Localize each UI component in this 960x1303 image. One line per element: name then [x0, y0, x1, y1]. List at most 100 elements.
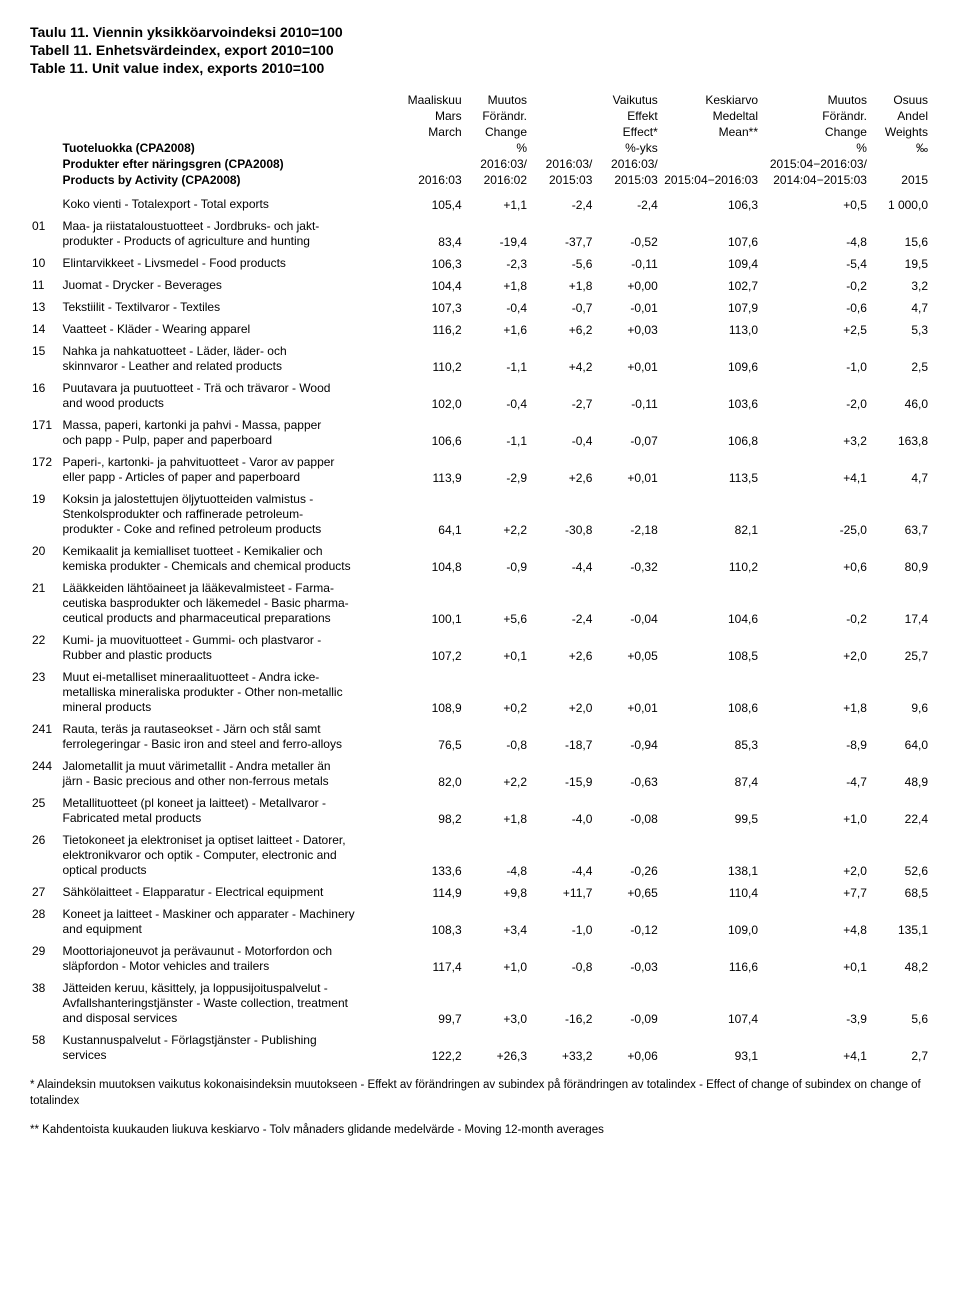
value-cell: 104,4: [398, 272, 463, 294]
value-cell: 64,0: [869, 716, 930, 753]
value-cell: -0,2: [760, 272, 869, 294]
value-cell: +1,8: [464, 272, 529, 294]
header-row: Produkter efter näringsgren (CPA2008)201…: [30, 156, 930, 172]
value-cell: -0,8: [464, 716, 529, 753]
row-code: 25: [30, 790, 61, 827]
table-row: 21Lääkkeiden lähtöaineet ja lääkevalmist…: [30, 575, 930, 627]
row-code: 11: [30, 272, 61, 294]
value-cell: -1,1: [464, 412, 529, 449]
value-cell: 109,0: [660, 901, 760, 938]
value-cell: +1,1: [464, 196, 529, 213]
header-cell: Medeltal: [660, 108, 760, 124]
value-cell: 107,4: [660, 975, 760, 1027]
value-cell: 106,3: [398, 250, 463, 272]
row-code: 21: [30, 575, 61, 627]
table-row: 244Jalometallit ja muut värimetallit - A…: [30, 753, 930, 790]
table-row: 29Moottoriajoneuvot ja perävaunut - Moto…: [30, 938, 930, 975]
table-row: 28Koneet ja laitteet - Maskiner och appa…: [30, 901, 930, 938]
desc-line: Jätteiden keruu, käsittely, ja loppusijo…: [63, 981, 397, 996]
value-cell: 3,2: [869, 272, 930, 294]
title-sv: Tabell 11. Enhetsvärdeindex, export 2010…: [30, 42, 930, 58]
value-cell: -0,12: [594, 901, 659, 938]
value-cell: +0,05: [594, 627, 659, 664]
value-cell: -2,3: [464, 250, 529, 272]
header-cell: 2016:03/: [464, 156, 529, 172]
header-cell: [869, 156, 930, 172]
row-code: 28: [30, 901, 61, 938]
value-cell: 5,3: [869, 316, 930, 338]
row-code: 172: [30, 449, 61, 486]
value-cell: 83,4: [398, 213, 463, 250]
header-cell: [660, 140, 760, 156]
table-row: 241Rauta, teräs ja rautaseokset - Järn o…: [30, 716, 930, 753]
value-cell: +4,8: [760, 901, 869, 938]
value-cell: +9,8: [464, 879, 529, 901]
value-cell: +26,3: [464, 1027, 529, 1064]
desc-line: Moottoriajoneuvot ja perävaunut - Motorf…: [63, 944, 397, 959]
header-row: Products by Activity (CPA2008)2016:03201…: [30, 172, 930, 188]
desc-line: Kemikaalit ja kemialliset tuotteet - Kem…: [63, 544, 397, 559]
value-cell: -1,0: [760, 338, 869, 375]
value-cell: -0,09: [594, 975, 659, 1027]
table-row: 172Paperi-, kartonki- ja pahvituotteet -…: [30, 449, 930, 486]
table-row: 26Tietokoneet ja elektroniset ja optiset…: [30, 827, 930, 879]
desc-line: Kumi- ja muovituotteet - Gummi- och plas…: [63, 633, 397, 648]
value-cell: +2,2: [464, 753, 529, 790]
value-cell: 109,4: [660, 250, 760, 272]
value-cell: 107,3: [398, 294, 463, 316]
row-code: 14: [30, 316, 61, 338]
value-cell: 63,7: [869, 486, 930, 538]
desc-line: Koneet ja laitteet - Maskiner och appara…: [63, 907, 397, 922]
row-desc: Massa, paperi, kartonki ja pahvi - Massa…: [61, 412, 399, 449]
value-cell: -2,4: [529, 196, 594, 213]
value-cell: 108,6: [660, 664, 760, 716]
value-cell: -0,9: [464, 538, 529, 575]
value-cell: 109,6: [660, 338, 760, 375]
value-cell: 64,1: [398, 486, 463, 538]
desc-line: services: [63, 1048, 397, 1063]
header-cell: %: [464, 140, 529, 156]
row-desc: Jalometallit ja muut värimetallit - Andr…: [61, 753, 399, 790]
row-code: 10: [30, 250, 61, 272]
value-cell: +2,0: [760, 827, 869, 879]
header-cell: [398, 140, 463, 156]
value-cell: 113,5: [660, 449, 760, 486]
header-cell: Mean**: [660, 124, 760, 140]
value-cell: 105,4: [398, 196, 463, 213]
value-cell: +0,1: [464, 627, 529, 664]
value-cell: +6,2: [529, 316, 594, 338]
value-cell: -4,7: [760, 753, 869, 790]
header-cell: Förändr.: [464, 108, 529, 124]
header-cell: Förändr.: [760, 108, 869, 124]
row-code: 20: [30, 538, 61, 575]
desc-line: produkter - Products of agriculture and …: [63, 234, 397, 249]
value-cell: 163,8: [869, 412, 930, 449]
row-desc: Juomat - Drycker - Beverages: [61, 272, 399, 294]
desc-line: Stenkolsprodukter och raffinerade petrol…: [63, 507, 397, 522]
table-row: 58Kustannuspalvelut - Förlagstjänster - …: [30, 1027, 930, 1064]
value-cell: 4,7: [869, 449, 930, 486]
row-desc: Lääkkeiden lähtöaineet ja lääkevalmistee…: [61, 575, 399, 627]
header-cell: Keskiarvo: [660, 92, 760, 108]
table-row: 13Tekstiilit - Textilvaror - Textiles107…: [30, 294, 930, 316]
value-cell: -5,4: [760, 250, 869, 272]
table-row: 16Puutavara ja puutuotteet - Trä och trä…: [30, 375, 930, 412]
value-cell: 110,2: [398, 338, 463, 375]
header-cell: 2015:04−2016:03/: [760, 156, 869, 172]
value-cell: 108,3: [398, 901, 463, 938]
value-cell: 102,7: [660, 272, 760, 294]
value-cell: -18,7: [529, 716, 594, 753]
value-cell: 108,5: [660, 627, 760, 664]
value-cell: -30,8: [529, 486, 594, 538]
value-cell: +4,1: [760, 449, 869, 486]
header-cell: Muutos: [464, 92, 529, 108]
value-cell: -0,4: [464, 294, 529, 316]
row-code: 15: [30, 338, 61, 375]
desc-line: Fabricated metal products: [63, 811, 397, 826]
header-cell: 2016:02: [464, 172, 529, 188]
table-row: 22Kumi- ja muovituotteet - Gummi- och pl…: [30, 627, 930, 664]
desc-line: Rubber and plastic products: [63, 648, 397, 663]
table-row: 23Muut ei-metalliset mineraalituotteet -…: [30, 664, 930, 716]
table-row: 38Jätteiden keruu, käsittely, ja loppusi…: [30, 975, 930, 1027]
value-cell: +0,00: [594, 272, 659, 294]
